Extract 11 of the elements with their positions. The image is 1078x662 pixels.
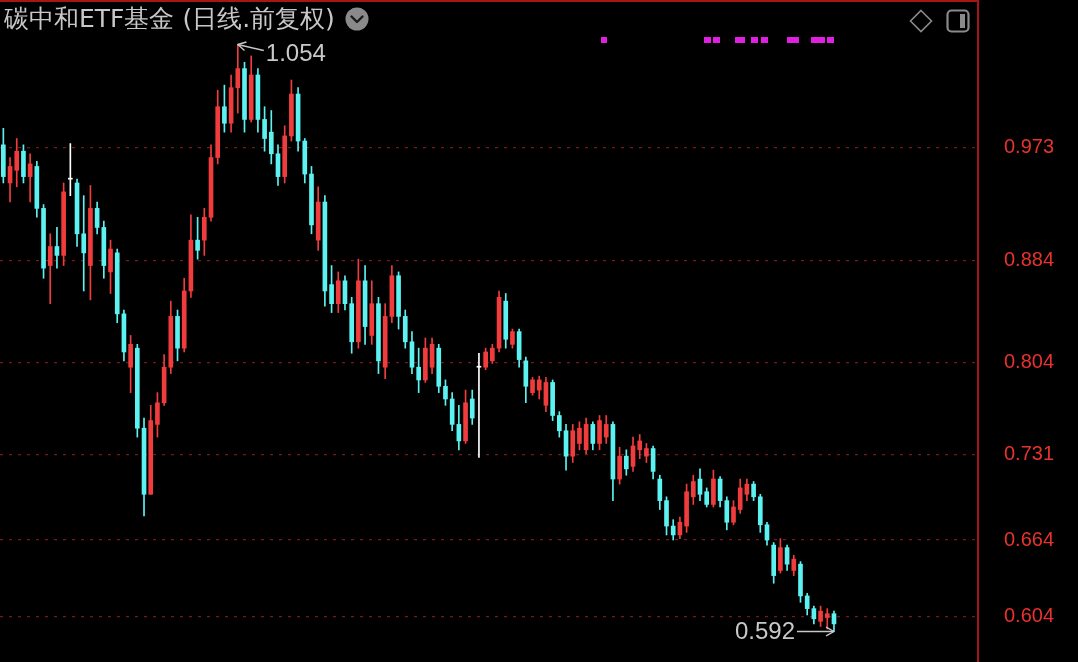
- y-tick-label: 0.884: [1004, 248, 1055, 270]
- candlestick: [81, 195, 87, 292]
- annotation: 1.054: [265, 39, 326, 67]
- y-tick-label: 0.604: [1004, 603, 1055, 626]
- chart-title: 碳中和ETF基金 (日线.前复权): [4, 4, 335, 34]
- annotation: 0.592: [734, 617, 795, 645]
- y-tick-label: 0.804: [1004, 349, 1055, 372]
- candlestick: [476, 352, 482, 458]
- y-tick-label: 0.973: [1004, 134, 1055, 157]
- y-tick-label: 0.731: [1004, 442, 1055, 465]
- y-tick-label: 0.664: [1004, 527, 1055, 550]
